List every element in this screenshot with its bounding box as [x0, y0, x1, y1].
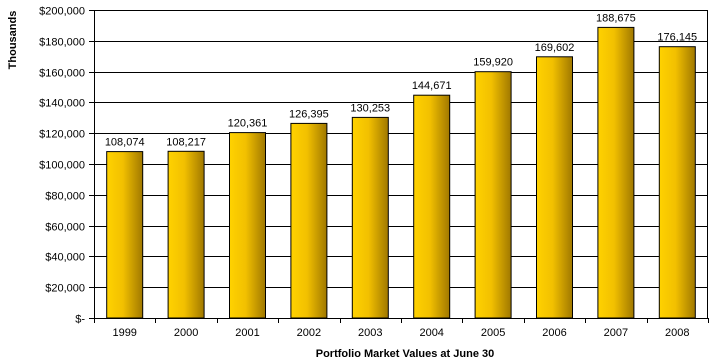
- y-tick-label: $40,000: [45, 252, 85, 264]
- bar-2000: [167, 150, 205, 319]
- x-tick-label: 2001: [235, 327, 259, 339]
- y-tick-labels: $- $20,000 $40,000 $60,000 $80,000 $100,000 $1…: [39, 6, 85, 326]
- data-labels: 108,074 108,217 120,361 126,395 130,253 144,6…: [105, 12, 697, 148]
- x-tick-label: 2008: [665, 327, 689, 339]
- axes: [89, 10, 709, 323]
- x-axis-title: Portfolio Market Values at June 30: [316, 348, 495, 360]
- x-tick-label: 2007: [604, 327, 628, 339]
- y-tick-label: $20,000: [45, 283, 85, 295]
- y-tick-label: $120,000: [39, 129, 85, 141]
- y-tick-label: $160,000: [39, 68, 85, 80]
- bar-2002: [290, 122, 328, 319]
- x-tick-label: 2006: [542, 327, 566, 339]
- bar-2004: [413, 94, 451, 319]
- y-tick-label: $100,000: [39, 160, 85, 172]
- y-tick-label: $80,000: [45, 191, 85, 203]
- y-tick-label: $140,000: [39, 98, 85, 110]
- bar-2005: [474, 71, 512, 319]
- y-tick-label: $-: [75, 314, 85, 326]
- x-tick-label: 2000: [174, 327, 198, 339]
- data-label: 130,253: [350, 102, 390, 114]
- x-tick-label: 2005: [481, 327, 505, 339]
- bar-2007: [597, 26, 635, 319]
- y-tick-label: $200,000: [39, 6, 85, 18]
- x-tick-label: 2004: [419, 327, 443, 339]
- data-label: 176,145: [657, 32, 697, 44]
- y-tick-label: $180,000: [39, 37, 85, 49]
- y-tick-label: $60,000: [45, 222, 85, 234]
- x-tick-label: 2002: [297, 327, 321, 339]
- data-label: 126,395: [289, 108, 329, 120]
- data-label: 169,602: [535, 42, 575, 54]
- bar-2001: [229, 132, 266, 319]
- bar-2003: [351, 116, 389, 319]
- x-tick-label: 2003: [358, 327, 382, 339]
- bars: [106, 26, 696, 319]
- x-tick-labels: 1999 2000 2001 2002 2003 2004 2005 2006 2007 2008: [112, 327, 689, 339]
- y-axis-title: Thousands: [7, 11, 19, 70]
- bar-2008: [658, 46, 696, 319]
- data-label: 108,217: [166, 136, 206, 148]
- bar-2006: [536, 56, 573, 319]
- bar-1999: [106, 151, 144, 319]
- data-label: 159,920: [473, 57, 513, 69]
- data-label: 188,675: [596, 12, 636, 24]
- data-label: 144,671: [412, 80, 452, 92]
- data-label: 108,074: [105, 137, 145, 149]
- x-tick-label: 1999: [112, 327, 136, 339]
- data-label: 120,361: [228, 118, 268, 130]
